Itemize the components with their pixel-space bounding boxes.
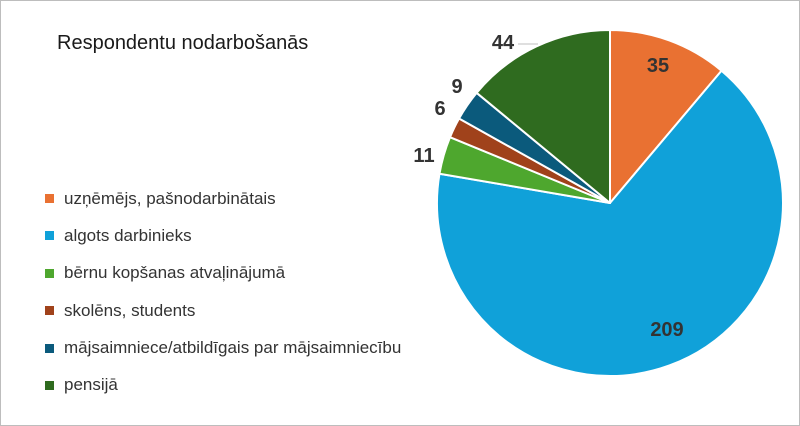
- data-label: 209: [650, 319, 683, 341]
- legend-item: bērnu kopšanas atvaļinājumā: [45, 258, 401, 289]
- legend-swatch: [45, 268, 54, 278]
- legend-swatch: [45, 194, 54, 203]
- legend-swatch: [45, 343, 54, 353]
- pie-slice: [436, 69, 785, 377]
- legend-label: mājsaimniece/atbildīgais par mājsaimniec…: [64, 338, 402, 358]
- legend-label: skolēns, students: [64, 300, 196, 320]
- data-label: 9: [451, 76, 462, 98]
- legend-label: uzņēmējs, pašnodarbinātais: [64, 188, 276, 208]
- legend-swatch: [45, 231, 54, 241]
- pie-slice: [609, 29, 723, 204]
- legend-item: algots darbinieks: [45, 220, 401, 251]
- legend-swatch: [45, 306, 54, 316]
- legend-swatch: [45, 380, 54, 390]
- legend-item: pensijā: [45, 370, 401, 401]
- chart-legend: uzņēmējs, pašnodarbinātais algots darbin…: [45, 183, 401, 407]
- pie-slice: [475, 29, 611, 204]
- data-labels: 35 209 11 69 44: [413, 32, 683, 341]
- data-label: 35: [647, 55, 669, 77]
- data-label: 44: [492, 32, 515, 54]
- legend-item: skolēns, students: [45, 295, 401, 326]
- pie-slices: [436, 29, 785, 377]
- legend-item: uzņēmējs, pašnodarbinātais: [45, 183, 401, 214]
- chart-title: Respondentu nodarbošanās: [57, 32, 309, 54]
- data-label: 11: [413, 145, 434, 167]
- data-label: 6: [434, 98, 445, 120]
- legend-label: bērnu kopšanas atvaļinājumā: [64, 263, 286, 283]
- legend-item: mājsaimniece/atbildīgais par mājsaimniec…: [45, 333, 401, 364]
- legend-label: algots darbinieks: [64, 225, 192, 245]
- legend-label: pensijā: [64, 375, 118, 395]
